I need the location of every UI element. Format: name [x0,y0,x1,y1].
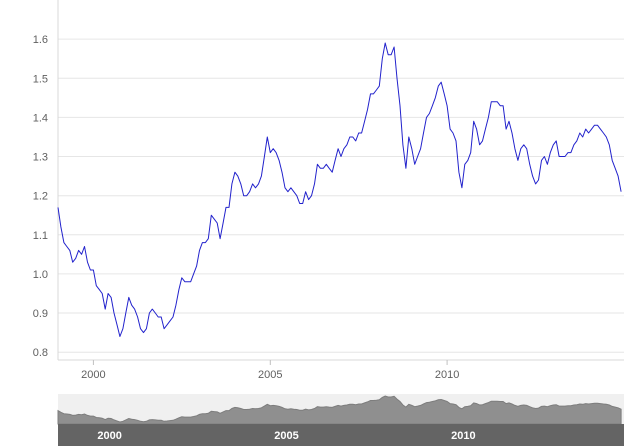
x-axis-label: 2000 [81,369,105,381]
y-axis-label: 1.0 [33,269,48,281]
navigator-axis-bar[interactable] [58,424,624,446]
navigator[interactable]: 2000 2005 2010 [0,394,624,446]
y-axis-label: 0.8 [33,347,48,359]
main-chart[interactable]: 0.8 0.9 1.0 1.1 1.2 1.3 1.4 1.5 1.6 2000 2005 2010 [0,0,624,388]
price-line [57,42,622,337]
y-axis-label: 1.2 [33,191,48,203]
y-axis-label: 0.9 [33,308,48,320]
navigator-area-series [57,395,622,425]
navigator-axis-label: 2000 [97,430,121,442]
y-axis-label: 1.5 [33,73,48,85]
navigator-axis-label: 2010 [451,430,475,442]
x-axis-label: 2005 [258,369,282,381]
y-axis-label: 1.4 [33,112,48,124]
navigator-axis-label: 2005 [274,430,298,442]
x-axis-label: 2010 [435,369,459,381]
y-axis-label: 1.3 [33,152,48,164]
y-axis-label: 1.6 [33,34,48,46]
y-axis-label: 1.1 [33,230,48,242]
